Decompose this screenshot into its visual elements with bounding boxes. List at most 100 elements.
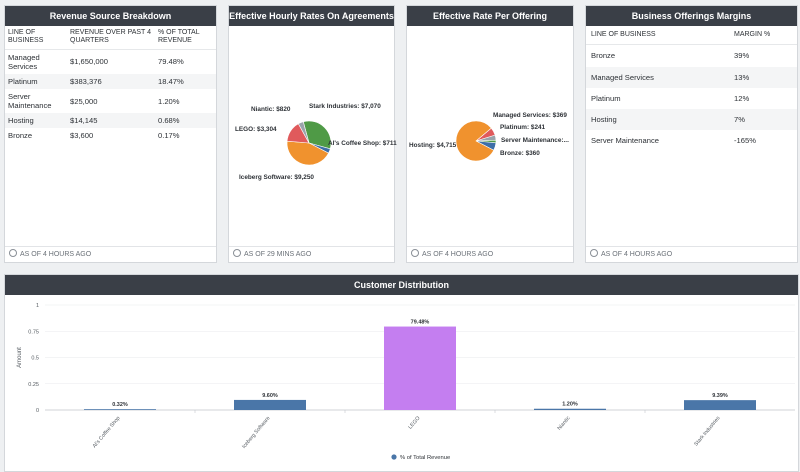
card-footer: AS OF 4 HOURS AGO — [586, 246, 797, 262]
x-tick-label: Al's Coffee Shop — [92, 415, 122, 449]
y-tick-label: 0.75 — [28, 329, 39, 335]
clock-icon — [590, 249, 598, 257]
margins-card: Business Offerings Margins LINE OF BUSIN… — [585, 5, 798, 263]
card-title: Customer Distribution — [5, 275, 798, 295]
bar — [234, 399, 306, 410]
revenue-breakdown-card: Revenue Source Breakdown LINE OF BUSINES… — [4, 5, 217, 263]
card-title: Effective Hourly Rates On Agreements — [229, 6, 394, 26]
clock-icon — [9, 249, 17, 257]
card-title: Effective Rate Per Offering — [407, 6, 573, 26]
pie-label: Bronze: $360 — [500, 150, 540, 157]
column-header: MARGIN % — [731, 26, 797, 46]
revenue-cell: $3,600 — [70, 131, 94, 141]
column-header: LINE OF BUSINESS — [5, 26, 67, 50]
y-axis-label: Amount — [17, 347, 23, 368]
last-updated-label: AS OF 4 HOURS AGO — [20, 251, 92, 258]
bar — [84, 409, 156, 410]
bar-data-label: 79.48% — [411, 320, 430, 326]
card-footer: AS OF 4 HOURS AGO — [407, 246, 573, 262]
x-tick-label: Niantic — [557, 415, 572, 432]
margin-cell: -165% — [734, 135, 756, 145]
table-row: Bronze 39% — [586, 45, 797, 67]
percent-cell: 18.47% — [155, 74, 216, 90]
margin-cell: 39% — [734, 51, 750, 61]
y-tick-label: 1 — [36, 303, 39, 309]
pie-chart-area: Managed Services: $369 Platinum: $241 Se… — [407, 26, 573, 246]
revenue-cell: $14,145 — [67, 113, 155, 129]
hourly-rates-card: Effective Hourly Rates On Agreements Sta… — [228, 5, 397, 263]
bar-data-label: 9.39% — [712, 393, 728, 399]
business-cell: Server Maintenance — [591, 135, 659, 145]
business-cell: Managed Services — [586, 66, 731, 88]
bar-data-label: 0.32% — [112, 402, 128, 408]
table-header-row: LINE OF BUSINESS MARGIN % — [586, 26, 797, 46]
table-row: Managed Services $1,650,000 79.48% — [5, 49, 216, 74]
card-title: Business Offerings Margins — [586, 6, 797, 26]
customer-distribution-card: Customer Distribution 0 0.25 0.5 0.75 1 Amoun… — [4, 274, 799, 472]
card-title: Revenue Source Breakdown — [5, 6, 216, 26]
percent-cell: 1.20% — [158, 96, 180, 106]
bar-data-label: 1.20% — [562, 402, 578, 408]
pie-slice — [297, 121, 310, 144]
y-tick-label: 0.5 — [31, 356, 39, 362]
margin-cell: 7% — [731, 108, 797, 130]
table-row: Platinum 12% — [586, 88, 797, 109]
last-updated-label: AS OF 4 HOURS AGO — [422, 251, 494, 258]
table-row: Hosting 7% — [586, 108, 797, 130]
percent-cell: 0.68% — [155, 113, 216, 129]
clock-icon — [411, 249, 419, 257]
legend-marker — [391, 454, 397, 460]
column-header: LINE OF BUSINESS — [586, 26, 731, 46]
pie-slice — [455, 120, 495, 162]
pie-label: LEGO: $3,304 — [235, 126, 277, 133]
last-updated-label: AS OF 4 HOURS AGO — [601, 251, 673, 258]
column-header: REVENUE OVER PAST 4 QUARTERS — [67, 26, 155, 50]
table-row: Server Maintenance -165% — [586, 130, 797, 151]
table-row: Bronze $3,600 0.17% — [5, 128, 216, 143]
legend-label: % of Total Revenue — [400, 455, 450, 461]
business-cell: Hosting — [586, 108, 731, 130]
pie-slice — [286, 140, 329, 166]
business-cell: Managed Services — [8, 52, 40, 71]
pie-label: Platinum: $241 — [500, 124, 546, 131]
business-cell: Bronze — [8, 131, 33, 141]
y-tick-label: 0.25 — [28, 382, 39, 388]
pie-label: Hosting: $4,715 — [409, 142, 457, 149]
bar — [684, 400, 756, 410]
x-tick-label: Iceberg Software — [241, 415, 271, 450]
revenue-cell: $25,000 — [70, 96, 98, 106]
business-cell: Bronze — [591, 51, 616, 61]
business-cell: Platinum — [5, 74, 67, 90]
business-cell: Platinum — [591, 93, 621, 103]
rate-per-offering-pie — [455, 120, 497, 162]
table-row: Platinum $383,376 18.47% — [5, 74, 216, 90]
margins-table: LINE OF BUSINESS MARGIN % Bronze 39% Man… — [586, 26, 797, 151]
revenue-table: LINE OF BUSINESS REVENUE OVER PAST 4 QUA… — [5, 26, 216, 144]
revenue-cell: $1,650,000 — [70, 57, 109, 67]
pie-chart-area: Stark Industries: $7,070 Al's Coffee Sho… — [229, 26, 397, 246]
clock-icon — [233, 249, 241, 257]
pie-label: Iceberg Software: $9,250 — [239, 174, 314, 181]
last-updated-label: AS OF 29 MINS AGO — [244, 251, 312, 258]
percent-cell: 79.48% — [158, 57, 184, 67]
rate-per-offering-card: Effective Rate Per Offering Managed Serv… — [406, 5, 574, 263]
bar — [384, 326, 456, 410]
card-footer: AS OF 4 HOURS AGO — [5, 246, 216, 262]
bar-data-label: 9.60% — [262, 393, 278, 399]
pie-label: Server Maintenance:... — [501, 137, 569, 144]
column-header: % OF TOTAL REVENUE — [155, 26, 216, 50]
pie-label: Managed Services: $369 — [493, 112, 567, 119]
margin-cell: 12% — [734, 93, 750, 103]
business-cell: Hosting — [5, 113, 67, 129]
margin-cell: 13% — [731, 66, 797, 88]
pie-label: Stark Industries: $7,070 — [309, 103, 381, 110]
table-row: Hosting $14,145 0.68% — [5, 113, 216, 129]
table-row: Server Maintenance $25,000 1.20% — [5, 89, 216, 113]
customer-distribution-chart: 0 0.25 0.5 0.75 1 Amount 0.32% Al's Coffee Shop… — [17, 303, 795, 461]
card-footer: AS OF 29 MINS AGO — [229, 246, 394, 262]
business-cell: Server Maintenance — [8, 92, 52, 111]
pie-label: Niantic: $820 — [251, 106, 291, 113]
x-tick-label: LEGO — [407, 415, 421, 430]
table-header-row: LINE OF BUSINESS REVENUE OVER PAST 4 QUA… — [5, 26, 216, 50]
bar — [534, 408, 606, 410]
